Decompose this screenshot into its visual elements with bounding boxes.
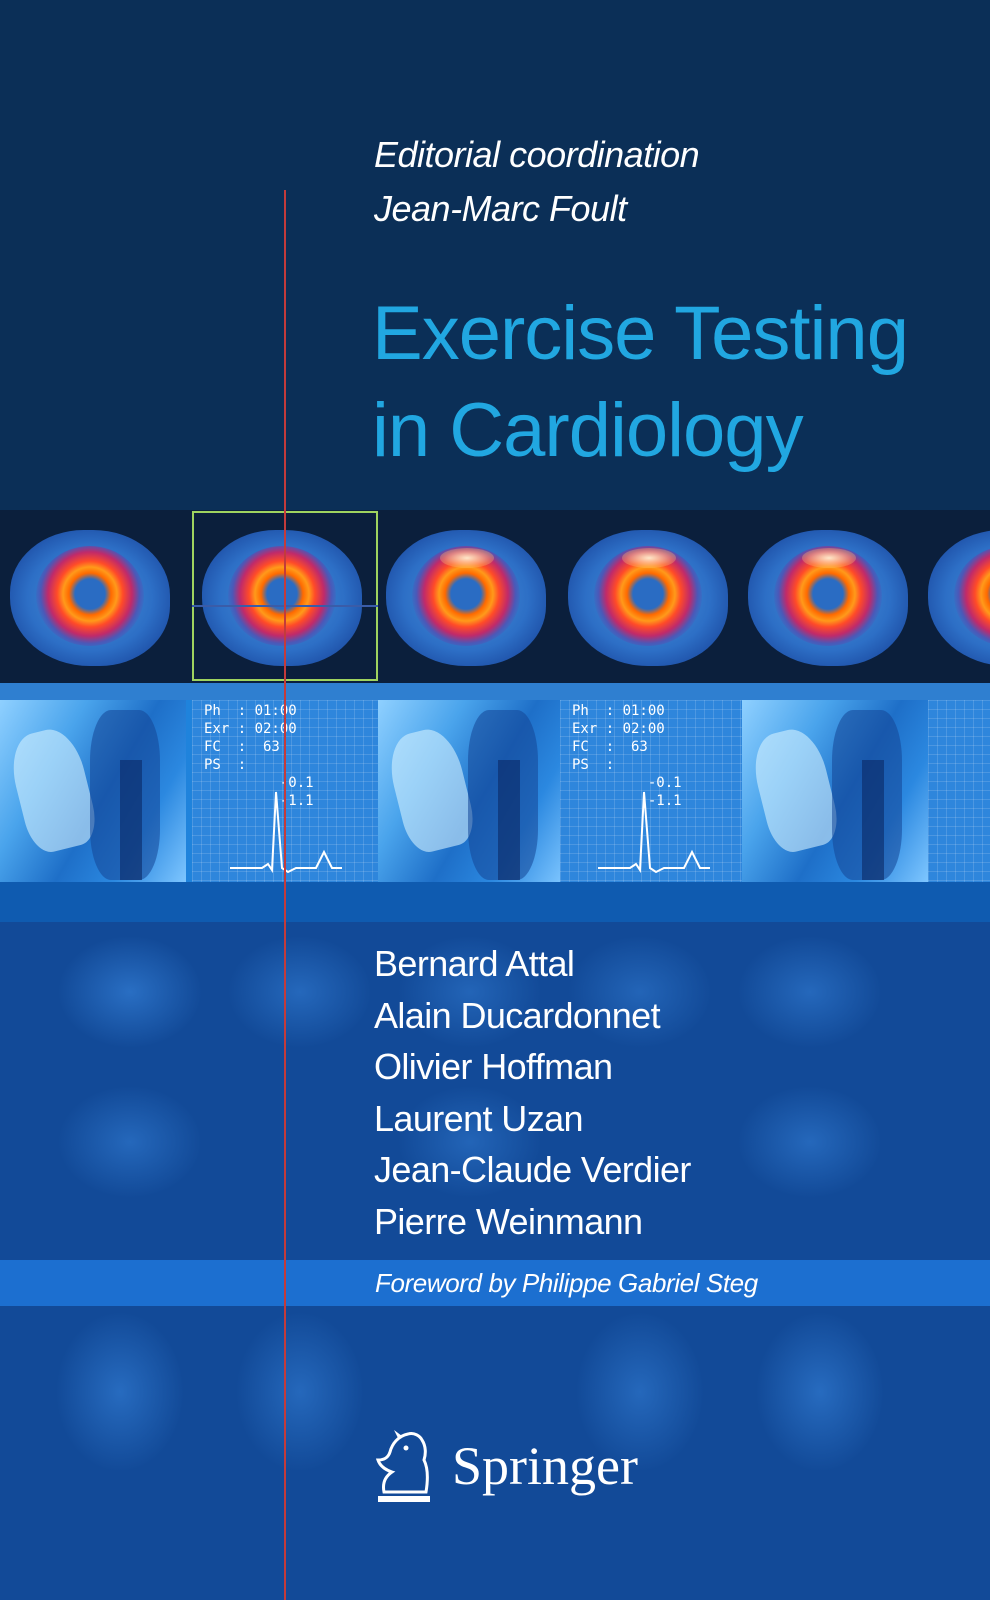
publisher-name: Springer	[452, 1436, 638, 1496]
title-line-1: Exercise Testing	[372, 291, 909, 376]
author-name: Jean-Claude Verdier	[374, 1149, 691, 1190]
exercise-test-strip: Ph : 01:00 Exr : 02:00 FC : 63 PS : -0.1…	[0, 700, 990, 882]
author-name: Alain Ducardonnet	[374, 994, 661, 1036]
foreword-credit: Foreword by Philippe Gabriel Steg	[375, 1268, 758, 1298]
perfusion-scan-image	[378, 518, 554, 676]
exercise-test-photo	[742, 700, 928, 882]
perfusion-scan-image	[920, 518, 990, 676]
exercise-test-photo	[378, 700, 564, 882]
author-name: Bernard Attal	[374, 943, 575, 984]
divider-band	[0, 683, 990, 703]
book-title: Exercise Testing in Cardiology	[372, 285, 909, 479]
title-line-2: in Cardiology	[372, 388, 804, 473]
ecg-monitor-panel	[928, 700, 990, 882]
coordinator-name: Jean-Marc Foult	[374, 188, 627, 229]
ecg-readout: Ph : 01:00 Exr : 02:00 FC : 63 PS : -0.1…	[572, 703, 682, 809]
ecg-monitor-panel: Ph : 01:00 Exr : 02:00 FC : 63 PS : -0.1…	[560, 700, 746, 882]
coordination-label: Editorial coordination	[374, 134, 700, 175]
ecg-trace-icon	[598, 791, 710, 874]
author-name: Laurent Uzan	[374, 1097, 584, 1139]
author-name: Olivier Hoffman	[374, 1046, 613, 1087]
perfusion-scan-strip	[0, 510, 990, 683]
author-name: Pierre Weinmann	[374, 1200, 643, 1242]
ecg-readout: Ph : 01:00 Exr : 02:00 FC : 63 PS : -0.1…	[204, 703, 314, 809]
editorial-coordination: Editorial coordination Jean-Marc Foult	[374, 128, 700, 236]
foreword-band	[0, 1260, 990, 1306]
divider-band	[0, 882, 990, 922]
perfusion-scan-image	[740, 518, 916, 676]
perfusion-scan-image	[194, 518, 370, 676]
perfusion-scan-image	[2, 518, 178, 676]
exercise-test-photo	[0, 700, 186, 882]
author-list: Bernard Attal Alain Ducardonnet Olivier …	[374, 938, 691, 1247]
cover-header	[0, 0, 990, 510]
crosshair-vertical-line	[284, 190, 286, 1600]
springer-horse-logo-icon	[375, 1430, 430, 1502]
perfusion-scan-image	[560, 518, 736, 676]
